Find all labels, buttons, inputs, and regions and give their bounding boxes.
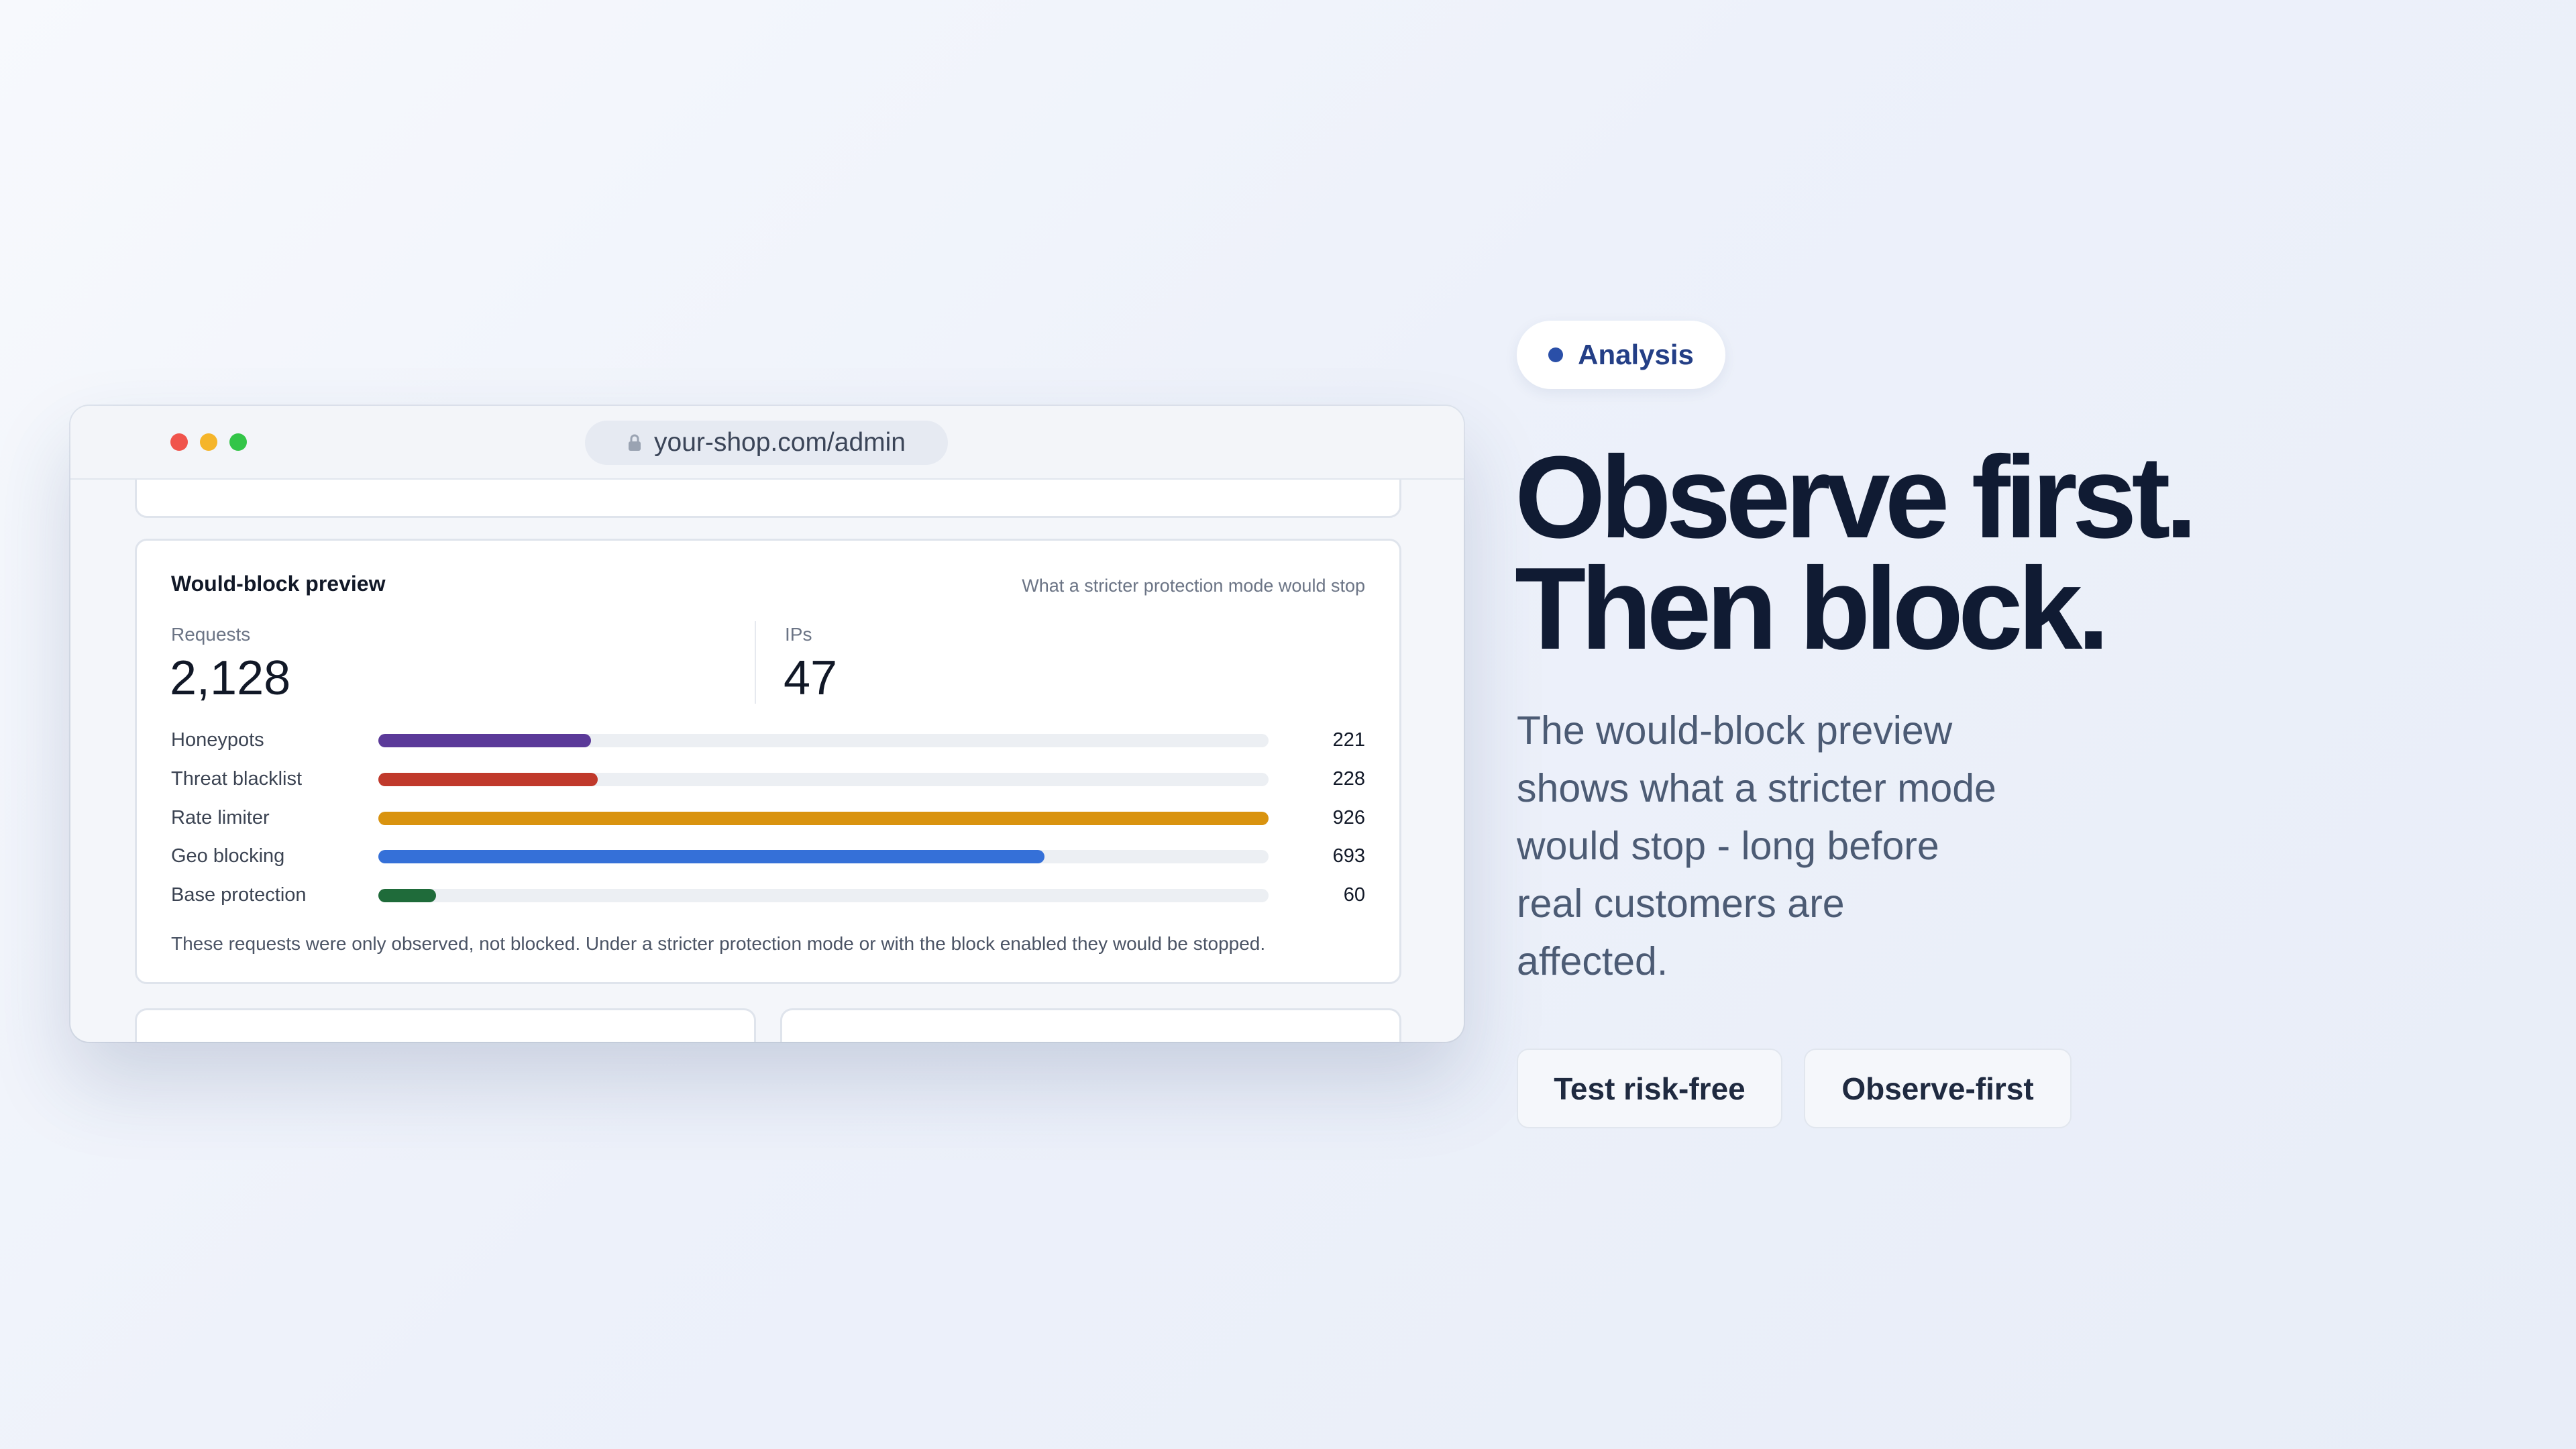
bar-track (378, 772, 1269, 786)
bar-track (378, 734, 1269, 747)
bar (378, 850, 1045, 864)
bar-track (378, 811, 1269, 825)
bottom-card (780, 1008, 1401, 1042)
card-subtitle: What a stricter protection mode would st… (1022, 576, 1365, 596)
headline: Then block. (1515, 543, 2110, 674)
bar-track (378, 889, 1269, 902)
bar-label: Geo blocking (171, 845, 285, 867)
bar (378, 889, 436, 902)
button[interactable]: Observe-first (1804, 1049, 2072, 1128)
bar (378, 811, 1269, 825)
bottom-card (135, 1008, 756, 1042)
stat-label: IPs (785, 624, 812, 645)
stat-value: 2,128 (170, 651, 291, 705)
badge-dot (1548, 347, 1564, 362)
bar-label: Threat blacklist (171, 767, 303, 790)
preview-card: Would-block preview What a stricter prot… (135, 539, 1401, 984)
browser-window: your-shop.com/admin Would-block preview … (70, 406, 1464, 1042)
bar (378, 772, 598, 786)
stat-label: Requests (171, 624, 251, 645)
url-bar[interactable]: your-shop.com/admin (585, 421, 948, 465)
headline: Observe first. (1515, 431, 2198, 562)
divider (755, 621, 756, 704)
maximize-dot[interactable] (229, 433, 247, 451)
bar-label: Base protection (171, 884, 307, 906)
bar-value: 60 (1343, 884, 1365, 906)
bar-label: Rate limiter (171, 806, 270, 828)
url-text: your-shop.com/admin (654, 428, 906, 457)
bar-value: 221 (1332, 729, 1365, 751)
minimize-dot[interactable] (200, 433, 217, 451)
badge: Analysis (1517, 321, 1725, 389)
close-dot[interactable] (170, 433, 188, 451)
bar-value: 228 (1332, 767, 1365, 790)
lock-icon (629, 434, 641, 451)
button[interactable]: Test risk-free (1517, 1049, 1782, 1128)
card-note: These requests were only observed, not b… (171, 933, 1266, 954)
title-bar: your-shop.com/admin (70, 406, 1464, 480)
body-text: The would-block preview shows what a str… (1517, 708, 1996, 983)
bar-value: 926 (1332, 806, 1365, 828)
badge-text: Analysis (1578, 339, 1694, 370)
stat-value: 47 (784, 651, 838, 705)
card-title: Would-block preview (171, 572, 386, 596)
bar-track (378, 850, 1269, 864)
bar-label: Honeypots (171, 729, 264, 751)
bar-value: 693 (1332, 845, 1365, 867)
bar (378, 734, 591, 747)
